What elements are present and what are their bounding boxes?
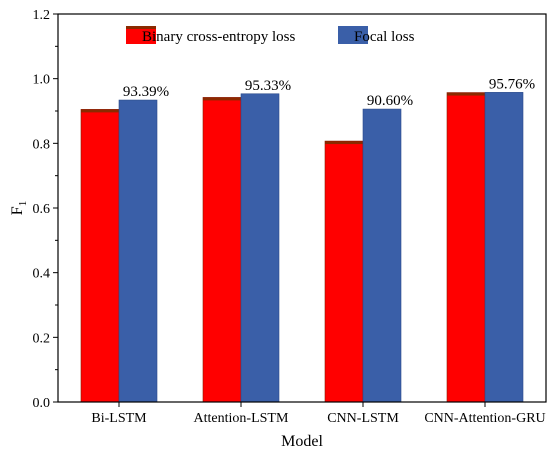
bar-bce-4 — [447, 92, 485, 402]
data-label-focal: 95.33% — [245, 78, 291, 94]
bar-bce-1 — [81, 109, 119, 402]
y-tick-label: 1.2 — [33, 8, 51, 23]
bar-bce-cap — [325, 141, 363, 145]
bar-focal-4 — [485, 92, 523, 402]
data-label-focal: 90.60% — [367, 93, 413, 109]
legend-swatch-2 — [338, 26, 368, 44]
bar-focal-3 — [363, 109, 401, 402]
data-label-focal: 93.39% — [123, 84, 169, 100]
y-tick-label: 0.2 — [33, 331, 51, 346]
data-labels-group: 93.39% 95.33% 90.60% 95.76% — [123, 76, 535, 109]
legend-swatch-1 — [126, 26, 156, 44]
x-tick-label: Attention-LSTM — [194, 411, 289, 426]
bars-group — [80, 92, 524, 403]
x-tick-label: Bi-LSTM — [91, 411, 147, 426]
bar-bce-cap — [447, 92, 485, 96]
y-axis-label-main: F — [9, 206, 26, 215]
y-tick-label: 1.0 — [33, 73, 51, 88]
data-label-focal: 95.76% — [489, 76, 535, 92]
y-tick-label: 0.4 — [33, 267, 51, 282]
x-tick-label: CNN-LSTM — [327, 411, 399, 426]
x-tick-label: CNN-Attention-GRU — [424, 411, 545, 426]
y-tick-label: 0.0 — [33, 396, 51, 411]
x-axis-label: Model — [281, 433, 323, 450]
bar-bce-cap — [81, 109, 119, 113]
legend-label-1: Binary cross-entropy loss — [142, 29, 295, 45]
axes-group: 0.0 0.2 0.4 0.6 0.8 1.0 1.2 Bi-LSTM Attention-LS… — [33, 8, 547, 426]
legend-label-2: Focal loss — [354, 29, 415, 45]
bar-bce-cap — [203, 97, 241, 101]
y-tick-label: 0.8 — [33, 137, 51, 152]
bar-focal-2 — [241, 93, 279, 403]
legend: Binary cross-entropy loss Focal loss — [126, 26, 415, 45]
bar-bce-3 — [325, 141, 363, 402]
bar-focal-1 — [119, 100, 157, 402]
y-axis-label-subscript: 1 — [17, 201, 29, 207]
y-tick-label: 0.6 — [33, 202, 51, 217]
y-axis-label: F1 — [9, 201, 29, 215]
bar-bce-2 — [203, 97, 241, 403]
legend-swatch-cap — [126, 26, 156, 29]
